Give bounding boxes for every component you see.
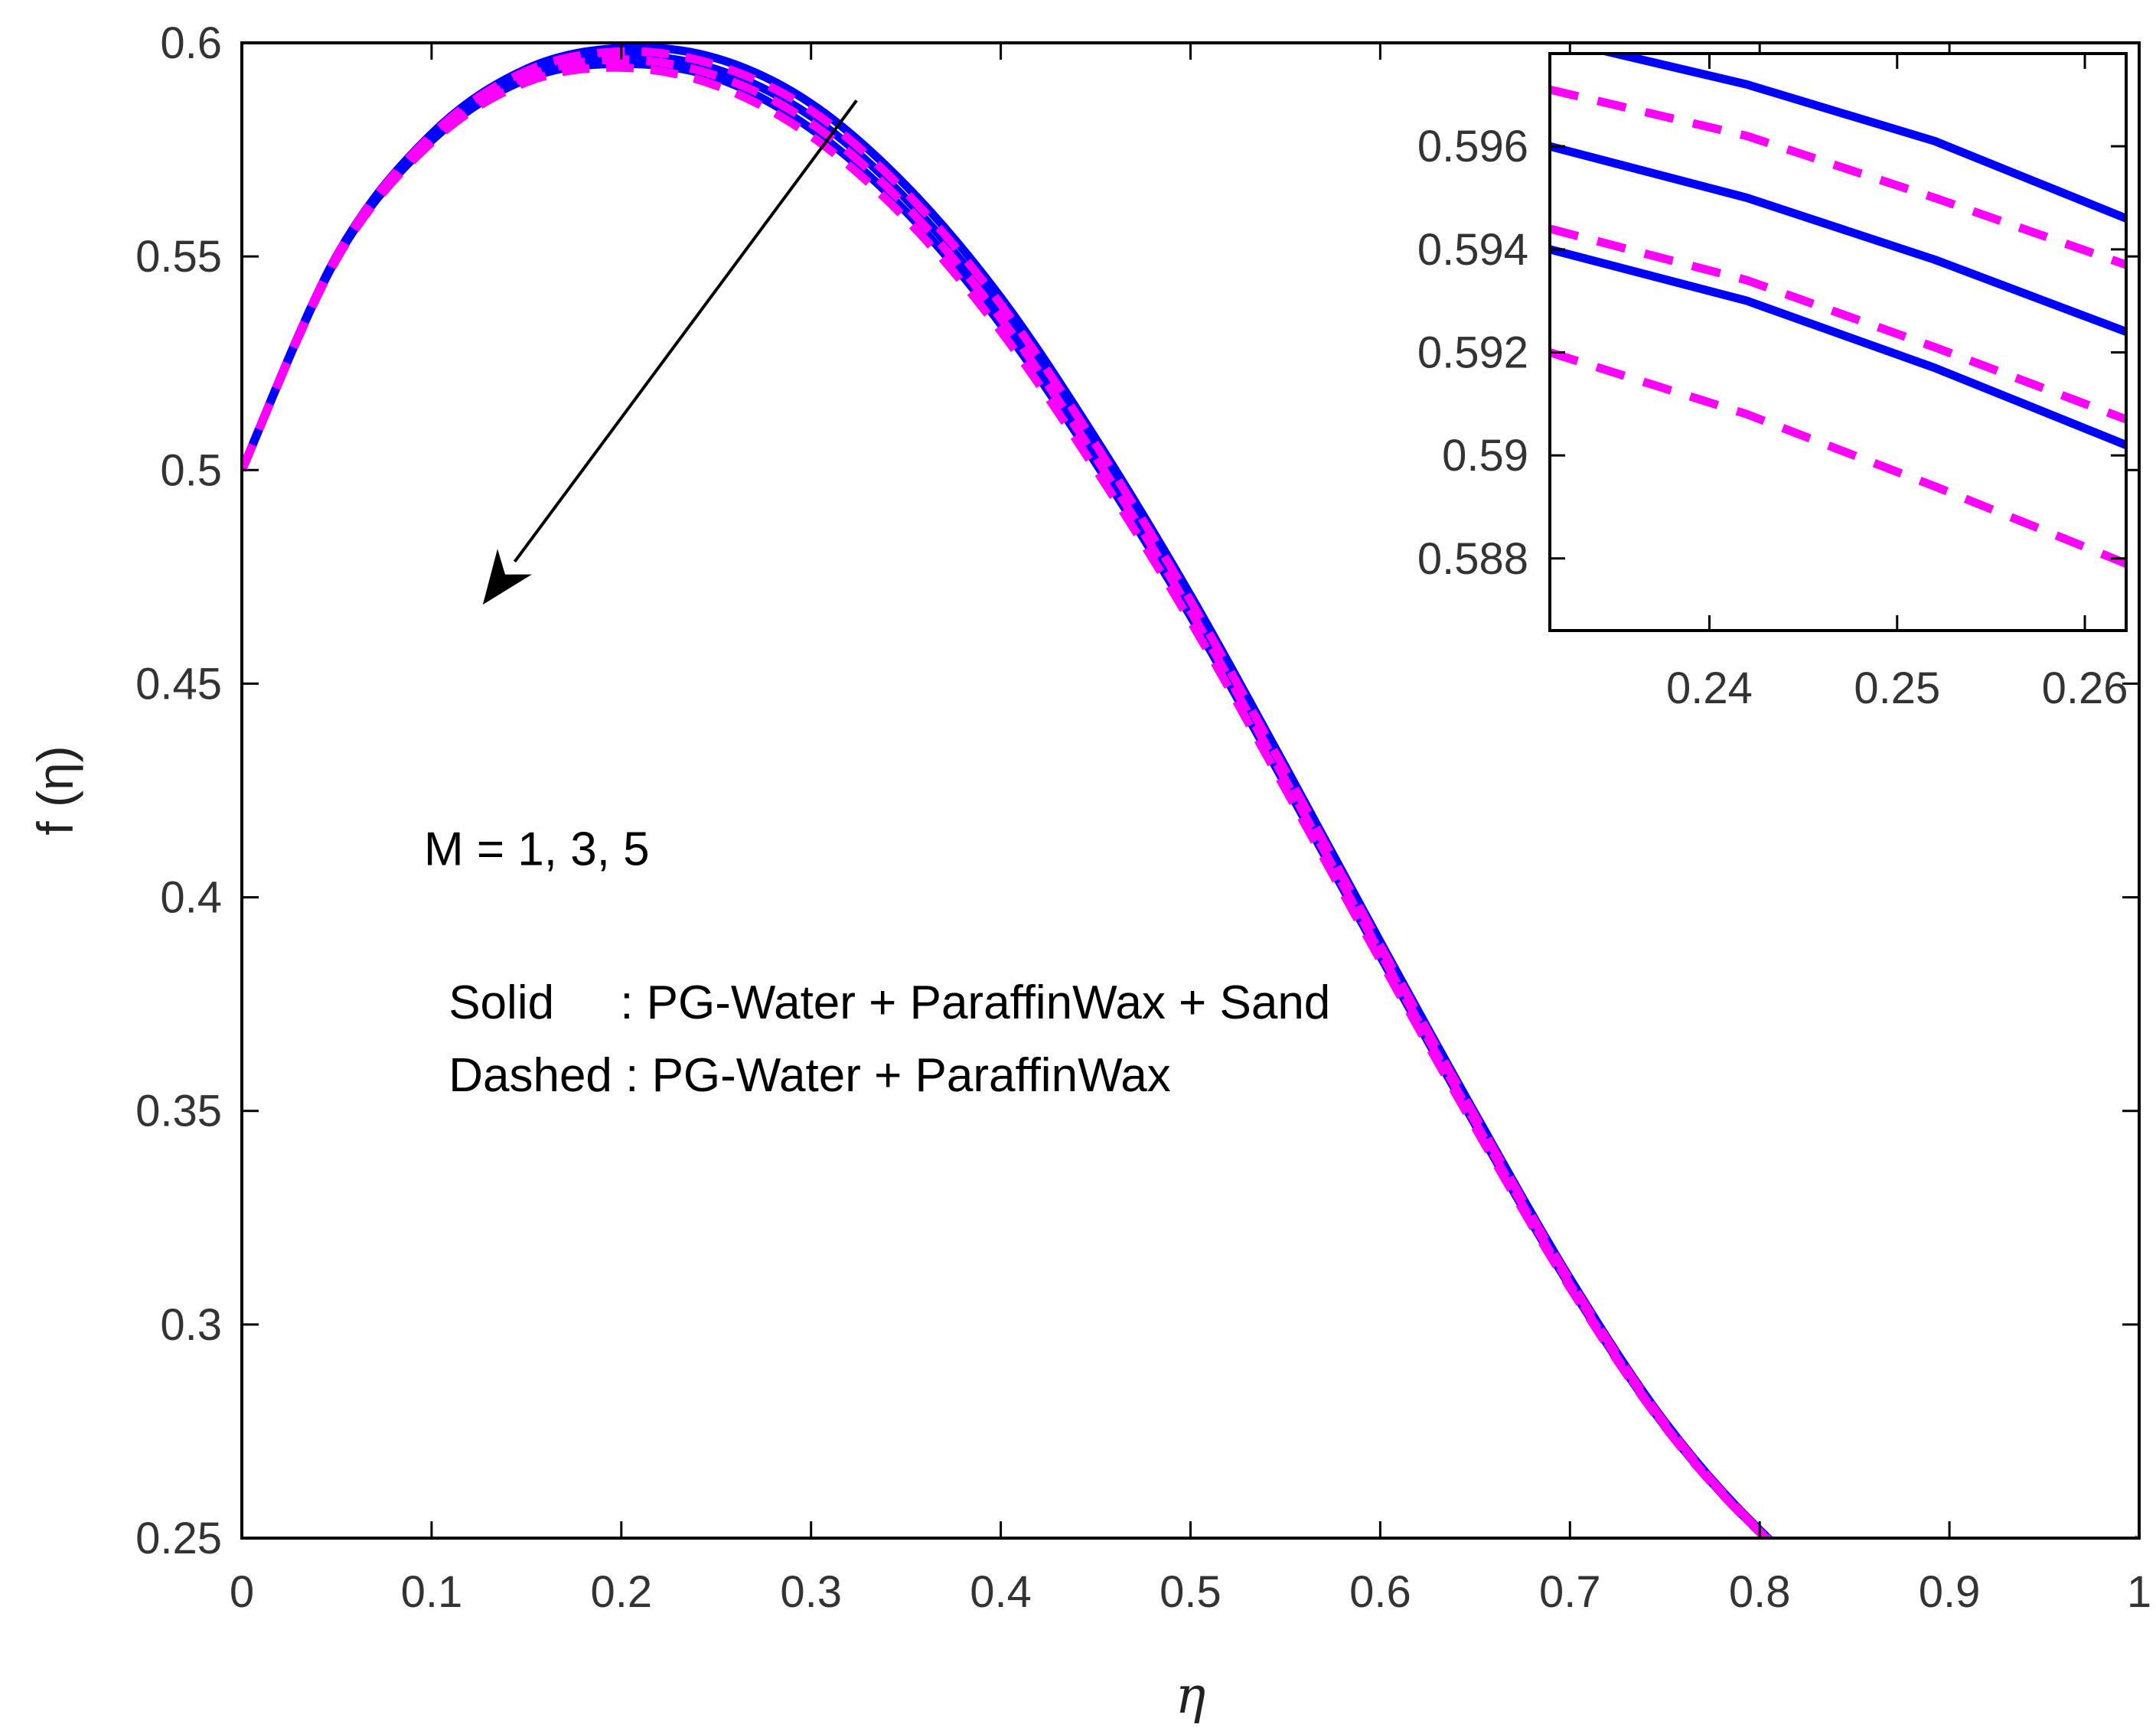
x-tick-label: 0.6 (1349, 1567, 1411, 1617)
y-tick-label: 0.3 (160, 1300, 222, 1350)
legend-solid-text: Solid : PG-Water + ParaffinWax + Sand (448, 976, 1330, 1029)
x-tick-label: 0 (230, 1567, 254, 1617)
x-tick-label: 0.2 (590, 1567, 652, 1617)
inset-line-solid-3 (1550, 245, 2126, 449)
x-axis-title: η (1176, 1666, 1206, 1725)
x-tick-label: 0.9 (1919, 1567, 1981, 1617)
inset-x-tick-label: 0.25 (1854, 663, 1940, 713)
x-tick-label: 0.5 (1160, 1567, 1222, 1617)
inset-x-tick-label: 0.26 (2042, 663, 2128, 713)
series-line-dashed-1 (242, 47, 2139, 1538)
x-tick-label: 0.7 (1539, 1567, 1601, 1617)
y-tick-label: 0.5 (160, 445, 222, 495)
arrow-label: M = 1, 3, 5 (424, 823, 650, 876)
y-tick-label: 0.6 (160, 18, 222, 68)
x-tick-label: 0.8 (1729, 1567, 1791, 1617)
y-tick-label: 0.45 (135, 659, 222, 709)
inset-frame (1548, 52, 2128, 632)
series-line-solid-1 (242, 43, 2139, 1538)
y-tick-label: 0.55 (135, 232, 222, 282)
inset-line-dashed-3 (1550, 348, 2126, 568)
inset-y-tick-label: 0.59 (1442, 431, 1528, 481)
y-tick-label: 0.25 (135, 1514, 222, 1563)
x-tick-label: 0.3 (780, 1567, 842, 1617)
y-axis-title: f (η) (27, 745, 83, 835)
trend-arrow (482, 99, 858, 605)
series-line-dashed-2 (242, 55, 2139, 1538)
inset-y-tick-label: 0.596 (1417, 122, 1528, 171)
inset-y-tick-label: 0.588 (1417, 534, 1528, 584)
main-plot: 0 0.1 0.2 0.3 0.4 0.5 0.6 0.7 0.8 0.9 1 0.25 0.3 0.35… (135, 18, 2151, 1617)
legend-dashed-text: Dashed : PG-Water + ParaffinWax (448, 1049, 1171, 1102)
inset-y-tick-label: 0.594 (1417, 225, 1528, 275)
inset-line-dashed-2 (1550, 224, 2126, 424)
y-tick-label: 0.4 (160, 873, 222, 923)
inset-line-dashed-1 (1550, 85, 2126, 269)
x-tick-label: 0.4 (970, 1567, 1032, 1617)
series-line-dashed-3 (242, 63, 2139, 1538)
y-tick-label: 0.35 (135, 1087, 222, 1136)
inset-y-tick-label: 0.592 (1417, 328, 1528, 377)
arrow-shaft (513, 99, 858, 563)
inset-series-group (1550, 54, 2126, 568)
x-tick-label: 0.1 (401, 1567, 463, 1617)
main-series-group (242, 43, 2139, 1538)
inset-background (1550, 54, 2126, 631)
inset-ticks-group: 0.24 0.25 0.26 0.588 0.59 0.592 0.594 0.596 (1417, 54, 2128, 713)
main-ticks-group: 0 0.1 0.2 0.3 0.4 0.5 0.6 0.7 0.8 0.9 1 0.25 0.3 0.35… (135, 18, 2151, 1617)
inset-plot: 0.24 0.25 0.26 0.588 0.59 0.592 0.594 0.596 (1417, 52, 2128, 713)
arrow-head (482, 549, 533, 605)
x-tick-label: 1 (2127, 1567, 2151, 1617)
inset-line-solid-2 (1550, 142, 2126, 336)
inset-x-tick-label: 0.24 (1666, 663, 1753, 713)
inset-line-solid-1 (1597, 54, 2126, 223)
